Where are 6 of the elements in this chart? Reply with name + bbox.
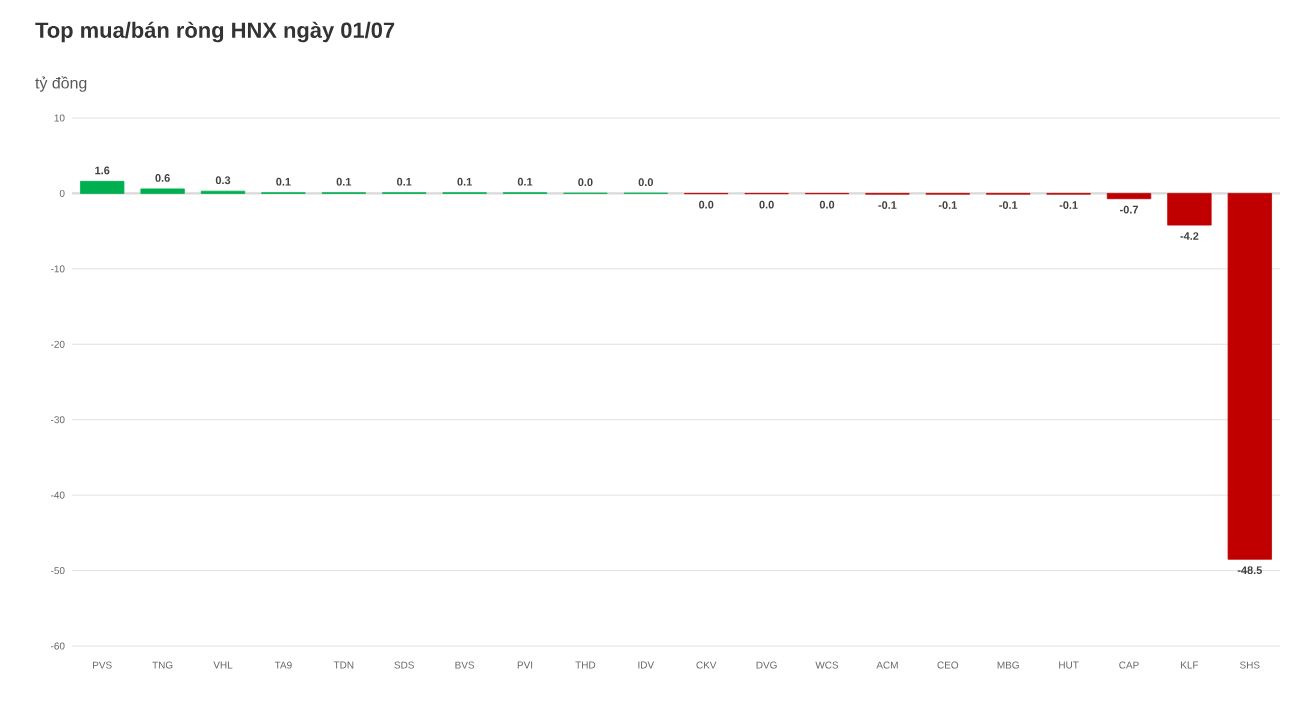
- bar: [80, 180, 125, 194]
- bar: [1227, 193, 1272, 560]
- bar: [1106, 193, 1152, 200]
- chart-title: Top mua/bán ròng HNX ngày 01/07: [35, 21, 395, 43]
- bar: [1167, 193, 1212, 226]
- bar: [140, 188, 185, 194]
